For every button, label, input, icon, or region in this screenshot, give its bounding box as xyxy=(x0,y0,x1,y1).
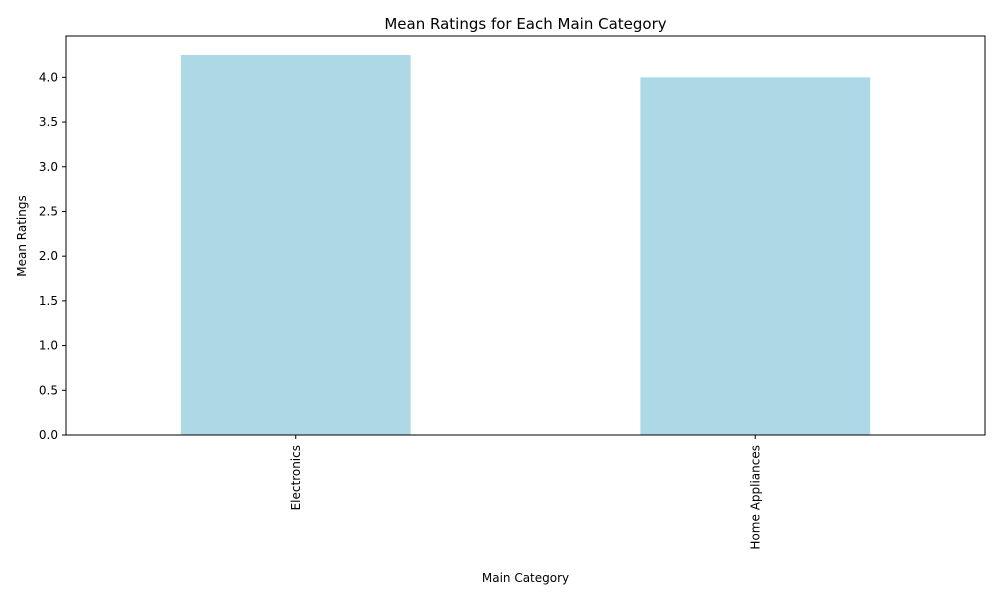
y-tick-label: 0.0 xyxy=(39,428,58,442)
x-tick-label: Electronics xyxy=(289,445,303,510)
x-tick-label: Home Appliances xyxy=(748,445,762,550)
chart-title: Mean Ratings for Each Main Category xyxy=(384,15,666,33)
bar-home-appliances xyxy=(640,77,871,436)
x-axis-label: Main Category xyxy=(482,571,569,585)
y-tick-label: 3.5 xyxy=(39,115,58,129)
y-tick-label: 0.5 xyxy=(39,383,58,397)
bar-electronics xyxy=(180,55,411,435)
y-tick-label: 1.5 xyxy=(39,294,58,308)
y-tick-label: 2.0 xyxy=(39,249,58,263)
y-tick-label: 2.5 xyxy=(39,204,58,218)
plot-frame xyxy=(65,35,986,436)
y-tick-label: 3.0 xyxy=(39,160,58,174)
y-tick-label: 4.0 xyxy=(39,70,58,84)
y-tick-label: 1.0 xyxy=(39,339,58,353)
y-axis-label: Mean Ratings xyxy=(15,195,29,276)
plot-area: Electronics Home Appliances 0.0 0.5 1.0 1.5 2.… xyxy=(39,35,986,550)
